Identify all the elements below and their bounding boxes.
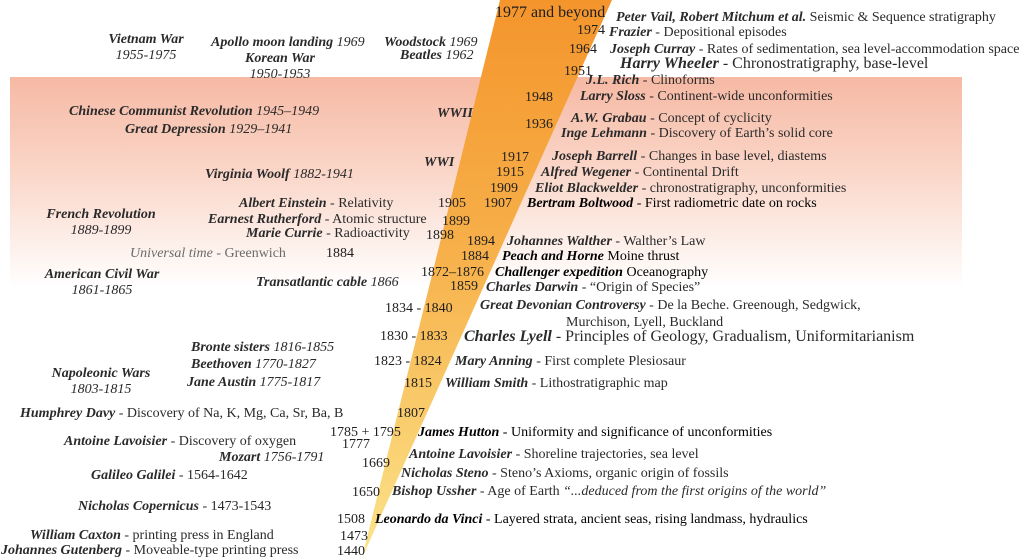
year-1909: 1909 [490, 181, 518, 196]
hutton-label: James Hutton - Uniformity and significan… [418, 425, 773, 440]
american-civil-war-label: American Civil War 1861-1865 [44, 267, 160, 298]
chinese-revolution-label: Chinese Communist Revolution 1945–1949 [69, 104, 320, 119]
steno-label: Nicholas Steno - Steno’s Axioms, organic… [401, 466, 729, 481]
blackwelder-label: Eliot Blackwelder - chronostratigraphy, … [535, 181, 847, 196]
year-1669: 1669 [362, 456, 390, 471]
smith-label: William Smith - Lithostratigraphic map [445, 376, 668, 391]
year-1898: 1898 [426, 228, 454, 243]
year-1508: 1508 [337, 512, 365, 527]
year-1815: 1815 [404, 376, 432, 391]
peach-horne-label: Peach and Horne Moine thrust [502, 249, 680, 264]
year-1905: 1905 [438, 196, 466, 211]
curray-label: Joseph Curray - Rates of sedimentation, … [610, 42, 1020, 57]
darwin-label: Charles Darwin - “Origin of Species” [486, 280, 701, 295]
year-1894: 1894 [467, 234, 495, 249]
year-1473: 1473 [340, 529, 368, 544]
ussher-label: Bishop Ussher - Age of Earth “...deduced… [392, 484, 827, 499]
einstein-label: Albert Einstein - Relativity [239, 196, 394, 211]
virginia-woolf-label: Virginia Woolf 1882-1941 [205, 167, 354, 182]
wegener-label: Alfred Wegener - Continental Drift [541, 165, 739, 180]
lavoisier-oxygen-label: Antoine Lavoisier - Discovery of oxygen [64, 434, 297, 449]
napoleonic-wars-label: Napoleonic Wars 1803-1815 [51, 366, 151, 397]
year-1823-1824: 1823 - 1824 [374, 354, 442, 369]
lyell-label: Charles Lyell - Principles of Geology, G… [464, 328, 915, 345]
korean-war-label: Korean War 1950-1953 [245, 51, 315, 82]
year-1948: 1948 [525, 90, 553, 105]
boltwood-label: Bertram Boltwood - First radiometric dat… [527, 196, 817, 211]
year-1936: 1936 [525, 117, 553, 132]
wheeler-label: Harry Wheeler - Chronostratigraphy, base… [620, 55, 929, 72]
year-1977: 1977 and beyond [495, 4, 606, 21]
apollo-label: Apollo moon landing 1969 [211, 35, 365, 50]
barrell-label: Joseph Barrell - Changes in base level, … [552, 149, 827, 164]
year-1951: 1951 [564, 64, 592, 79]
lavoisier-shoreline-label: Antoine Lavoisier - Shoreline trajectori… [409, 447, 699, 462]
woodstock-label: Woodstock 1969 [384, 35, 478, 50]
walther-label: Johannes Walther - Walther’s Law [507, 234, 706, 249]
rutherford-label: Earnest Rutherford - Atomic structure [208, 212, 427, 227]
devonian-controversy-label: Great Devonian Controversy - De la Beche… [480, 298, 861, 313]
french-revolution-label: French Revolution 1889-1899 [46, 207, 156, 238]
year-1834-1840: 1834 - 1840 [385, 301, 453, 316]
anning-label: Mary Anning - First complete Plesiosaur [455, 354, 686, 369]
beatles-label: Beatles 1962 [400, 48, 474, 63]
wwii-label: WWII [437, 106, 473, 121]
jane-austin-label: Jane Austin 1775-1817 [187, 375, 321, 390]
mozart-label: Mozart 1756-1791 [219, 450, 325, 465]
galileo-label: Galileo Galilei - 1564-1642 [91, 468, 248, 483]
copernicus-label: Nicholas Copernicus - 1473-1543 [78, 499, 272, 514]
year-1830-1833: 1830 - 1833 [380, 329, 448, 344]
devonian-controversy-line2: Murchison, Lyell, Buckland [566, 315, 724, 330]
davy-label: Humphrey Davy - Discovery of Na, K, Mg, … [20, 406, 344, 421]
curie-label: Marie Currie - Radioactivity [246, 226, 410, 241]
bronte-label: Bronte sisters 1816-1855 [191, 340, 335, 355]
year-1859: 1859 [450, 279, 478, 294]
year-1964: 1964 [569, 42, 597, 57]
year-1807: 1807 [397, 406, 425, 421]
grabau-label: A.W. Grabau - Concept of cyclicity [571, 111, 772, 126]
sloss-label: Larry Sloss - Continent-wide unconformit… [580, 89, 833, 104]
year-1872-1876: 1872–1876 [421, 265, 484, 280]
da-vinci-label: Leonardo da Vinci - Layered strata, anci… [375, 512, 808, 527]
caxton-label: William Caxton - printing press in Engla… [30, 528, 274, 543]
year-1915: 1915 [496, 165, 524, 180]
vietnam-war-label: Vietnam War 1955-1975 [108, 32, 184, 63]
year-1440: 1440 [337, 544, 365, 559]
year-1884: 1884 [461, 249, 489, 264]
universal-time-label: Universal time - Greenwich [130, 246, 286, 261]
year-1917: 1917 [501, 150, 529, 165]
lehmann-label: Inge Lehmann - Discovery of Earth’s soli… [561, 126, 833, 141]
frazier-label: Frazier - Depositional episodes [609, 25, 787, 40]
year-1785-1795: 1785 + 1795 [330, 425, 401, 440]
great-depression-label: Great Depression 1929–1941 [125, 122, 293, 137]
year-1907: 1907 [484, 196, 512, 211]
vail-label: Peter Vail, Robert Mitchum et al. Seismi… [616, 10, 996, 25]
beethoven-label: Beethoven 1770-1827 [191, 357, 316, 372]
gutenberg-label: Johannes Gutenberg - Moveable-type print… [1, 543, 299, 558]
year-1777: 1777 [342, 437, 370, 452]
year-1899: 1899 [442, 214, 470, 229]
year-1650: 1650 [352, 485, 380, 500]
rich-label: J.L. Rich - Clinoforms [586, 73, 715, 88]
challenger-label: Challenger expedition Oceanography [495, 265, 709, 280]
transatlantic-cable-label: Transatlantic cable 1866 [256, 275, 399, 290]
year-1884-greenwich: 1884 [326, 246, 354, 261]
year-1974: 1974 [577, 23, 605, 38]
wwi-label: WWI [424, 155, 455, 170]
